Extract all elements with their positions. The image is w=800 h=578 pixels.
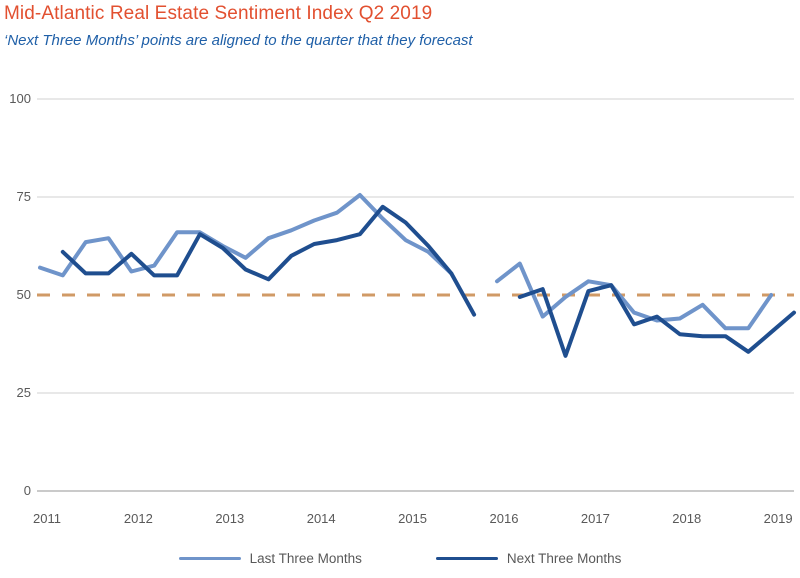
line-chart-canvas [37,98,796,492]
y-tick-label: 100 [9,91,31,106]
y-tick-label: 50 [16,287,31,302]
x-tick-label: 2012 [123,511,153,526]
x-tick-label: 2017 [580,511,610,526]
x-tick-label: 2019 [763,511,793,526]
legend-item-next-three-months: Next Three Months [435,551,622,566]
chart-subtitle: ‘Next Three Months’ points are aligned t… [4,32,473,49]
chart-legend: Last Three Months Next Three Months [0,551,800,566]
x-tick-label: 2011 [33,511,61,526]
x-tick-label: 2014 [306,511,336,526]
legend-line-last-three-months [178,557,241,560]
x-tick-label: 2018 [672,511,702,526]
chart-title: Mid-Atlantic Real Estate Sentiment Index… [4,3,433,24]
x-tick-label: 2015 [398,511,428,526]
x-tick-label: 2016 [489,511,519,526]
y-tick-label: 25 [16,385,31,400]
series-line-next-three-months [60,204,477,317]
y-tick-label: 0 [23,483,31,498]
legend-label-next-three-months: Next Three Months [506,551,622,566]
series-line-next-three-months [517,283,796,358]
x-tick-label: 2013 [215,511,245,526]
series-line-last-three-months [38,193,454,278]
series-line-last-three-months [495,261,774,331]
legend-item-last-three-months: Last Three Months [178,551,362,566]
y-tick-label: 75 [16,189,31,204]
legend-line-next-three-months [435,557,498,560]
legend-label-last-three-months: Last Three Months [249,551,362,566]
